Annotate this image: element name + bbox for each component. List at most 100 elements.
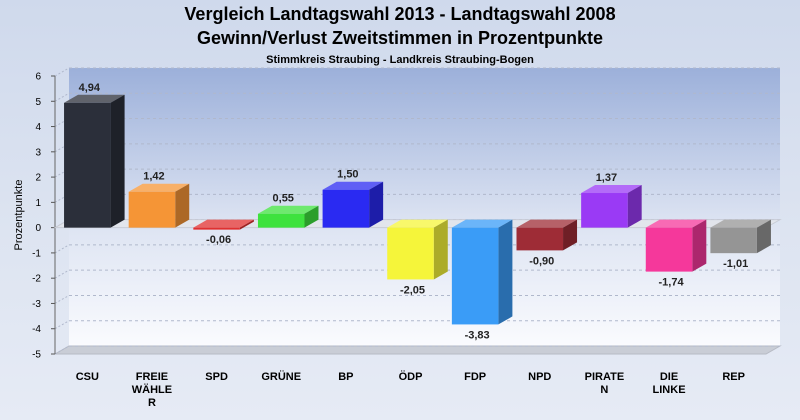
bar-front-face: [322, 189, 370, 228]
bar: [516, 219, 578, 251]
y-tick-label: 2: [35, 173, 41, 184]
y-tick-label: 4: [35, 122, 41, 133]
data-label: 1,42: [143, 171, 164, 183]
y-axis-label: Prozentpunkte: [13, 180, 25, 251]
x-tick-label-line: REP: [722, 371, 745, 383]
bar: [581, 185, 642, 228]
y-tick-label: -3: [32, 299, 41, 310]
y-tick-label: 5: [35, 97, 41, 108]
bar: [193, 219, 254, 230]
x-tick-label-line: CSU: [76, 371, 99, 383]
bar-side-face: [369, 181, 384, 228]
y-tick-label: 1: [35, 198, 41, 209]
bar: [645, 219, 707, 272]
gridline-depth: [54, 244, 70, 254]
plot-floor: [53, 345, 782, 355]
bar-side-face: [110, 94, 125, 228]
chart-title: Vergleich Landtagswahl 2013 - Landtagswa…: [184, 4, 616, 24]
bar-front-face: [645, 227, 693, 272]
bar: [128, 183, 190, 228]
bar: [710, 219, 771, 254]
bar-side-face: [433, 219, 448, 280]
bar-top-face: [451, 219, 513, 228]
gridline-depth: [54, 67, 70, 77]
bar-side-face: [498, 219, 513, 325]
x-tick-label: PIRATE N: [585, 371, 625, 396]
bar-front-face: [64, 102, 111, 228]
bar-side-face: [627, 185, 642, 228]
bar-top-face: [710, 219, 771, 228]
x-tick-label-line: GRÜNE: [261, 370, 301, 383]
y-tick-label: -4: [32, 324, 41, 335]
bar: [387, 219, 448, 280]
data-labels: 4,94 1,42 -0,06 0,55 1,50 -2,05 -3,83 -0,90 1,37…: [79, 82, 749, 342]
bar-side-face: [304, 205, 319, 228]
data-label: -2,05: [400, 284, 425, 296]
bar-top-face: [128, 183, 190, 192]
x-tick-label-line: WÄHLE: [132, 383, 172, 396]
data-label: -1,01: [723, 258, 748, 270]
x-tick-label-line: ÖDP: [399, 370, 423, 383]
data-label: -0,90: [529, 255, 554, 267]
bar: [322, 181, 384, 228]
gridline-depth: [54, 320, 70, 330]
bar-side-face: [239, 219, 254, 230]
bar-side-face: [175, 183, 190, 228]
data-label: 1,50: [337, 169, 358, 181]
data-label: -0,06: [206, 234, 231, 246]
bar-front-face: [128, 191, 176, 228]
y-tick-label: -1: [32, 248, 41, 259]
bar-side-face: [692, 219, 707, 272]
x-tick-label: GRÜNE: [261, 370, 301, 383]
bar-side-face: [756, 219, 771, 254]
x-tick-label-line: N: [600, 384, 608, 396]
bar: [64, 94, 125, 228]
x-tick-label: REP: [722, 371, 745, 383]
bar-top-face: [322, 181, 384, 190]
x-tick-label: FDP: [464, 371, 486, 383]
gridline-depth: [54, 92, 70, 102]
chart-caption: Stimmkreis Straubing - Landkreis Straubi…: [266, 54, 534, 66]
bar-top-face: [64, 94, 125, 103]
y-tick-label: -2: [32, 274, 41, 285]
bar-front-face: [257, 213, 305, 228]
bar: [451, 219, 513, 325]
bar-front-face: [387, 227, 434, 280]
bar-top-face: [516, 219, 578, 228]
chart-subtitle: Gewinn/Verlust Zweitstimmen in Prozentpu…: [196, 28, 604, 48]
y-tick-label: 0: [35, 223, 41, 234]
x-tick-label-line: FREIE: [136, 371, 168, 383]
x-tick-label-line: R: [148, 397, 156, 409]
x-tick-label-line: DIE: [660, 371, 678, 383]
x-tick-label: ÖDP: [399, 370, 423, 383]
x-tick-label: BP: [338, 371, 353, 383]
y-tick-label: -5: [32, 350, 41, 361]
bar-front-face: [451, 227, 499, 325]
bar-front-face: [581, 193, 628, 228]
gridline-depth: [54, 269, 70, 279]
data-label: 1,37: [596, 172, 617, 184]
y-tick-label: 6: [35, 72, 41, 83]
bars: [64, 94, 771, 325]
bar-top-face: [581, 185, 642, 194]
x-tick-label: DIE LINKE: [653, 371, 686, 396]
bar-side-face: [563, 219, 578, 251]
data-label: -1,74: [659, 277, 685, 289]
bar-top-face: [387, 219, 448, 228]
y-tick-label: 3: [35, 147, 41, 158]
gridline-depth: [54, 345, 70, 355]
x-tick-label-line: BP: [338, 371, 353, 383]
x-tick-label: FREIE WÄHLE R: [132, 371, 172, 409]
bar-top-face: [645, 219, 707, 228]
x-tick-label: SPD: [205, 371, 228, 383]
x-tick-label-line: SPD: [205, 371, 228, 383]
x-tick-label-line: NPD: [528, 371, 551, 383]
bar-top-face: [193, 219, 254, 228]
bar-top-face: [257, 205, 319, 214]
bar-front-face: [710, 227, 757, 254]
x-tick-label: CSU: [76, 371, 99, 383]
bar-front-face: [193, 227, 240, 230]
bar-front-face: [516, 227, 564, 251]
x-tick-label: NPD: [528, 371, 551, 383]
